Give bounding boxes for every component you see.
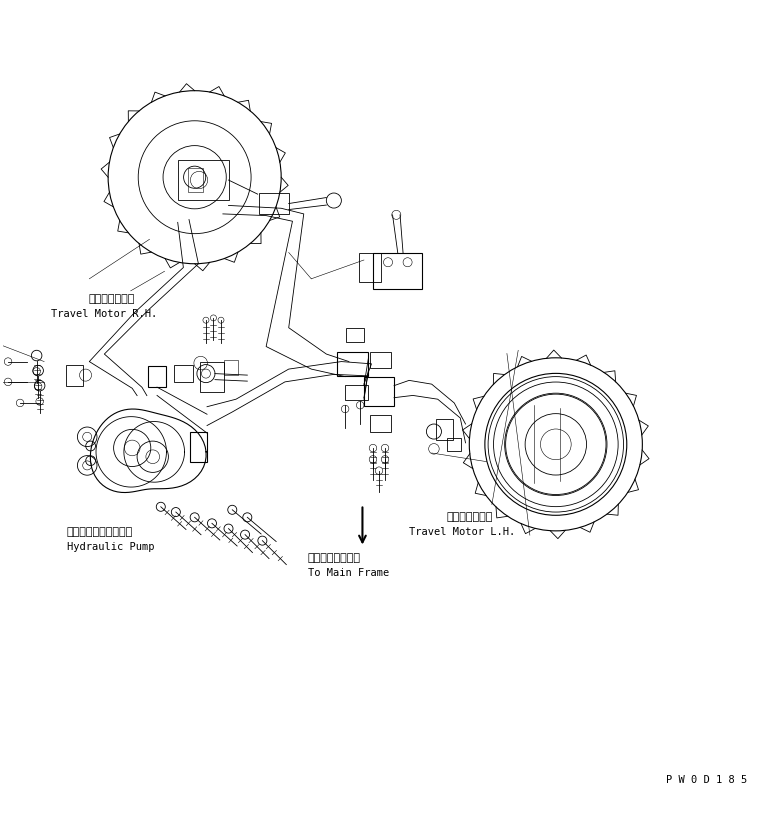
Text: メインフレームヘ: メインフレームヘ xyxy=(308,553,361,563)
Text: ハイドロリックポンプ: ハイドロリックポンプ xyxy=(67,528,133,537)
Bar xyxy=(66,364,83,385)
Bar xyxy=(370,352,391,369)
Text: Travel Motor R.H.: Travel Motor R.H. xyxy=(52,308,158,319)
Bar xyxy=(174,365,193,382)
Bar xyxy=(190,432,207,461)
Bar xyxy=(148,366,167,387)
Bar xyxy=(345,385,368,400)
Bar xyxy=(364,377,394,406)
Text: P W 0 D 1 8 5: P W 0 D 1 8 5 xyxy=(666,775,747,785)
Bar xyxy=(258,193,289,214)
Bar xyxy=(370,415,391,431)
Bar xyxy=(359,253,381,282)
Text: 走行モータ　右: 走行モータ 右 xyxy=(89,293,135,303)
Bar xyxy=(346,329,365,342)
Bar xyxy=(447,437,461,451)
Text: 走行モータ　左: 走行モータ 左 xyxy=(446,512,493,522)
Bar xyxy=(188,168,203,192)
Bar xyxy=(337,352,368,376)
Bar xyxy=(224,360,237,375)
Text: Hydraulic Pump: Hydraulic Pump xyxy=(67,543,154,552)
Bar xyxy=(436,419,453,440)
Text: To Main Frame: To Main Frame xyxy=(308,568,389,579)
Bar xyxy=(177,161,228,200)
Text: Travel Motor L.H.: Travel Motor L.H. xyxy=(409,528,515,537)
Bar xyxy=(374,253,422,289)
Bar xyxy=(200,361,224,391)
